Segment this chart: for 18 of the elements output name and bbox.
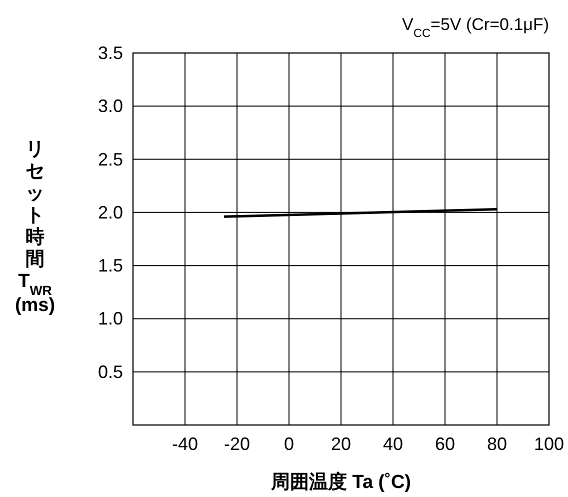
chart-title: V$_{CC}$=5V (Cr=0.1μF) bbox=[402, 15, 549, 40]
y-tick-label: 2.0 bbox=[98, 202, 123, 222]
x-tick-label: -20 bbox=[224, 434, 250, 454]
y-tick-label: 2.5 bbox=[98, 149, 123, 170]
y-tick-label: 1.5 bbox=[98, 256, 123, 276]
x-tick-label: 40 bbox=[382, 434, 404, 454]
y-tick-label: 3.5 bbox=[98, 43, 123, 63]
x-tick-label: 0 bbox=[284, 434, 294, 454]
x-tick-label: 80 bbox=[486, 434, 508, 454]
x-tick-label: 60 bbox=[434, 434, 456, 454]
y-tick-label: 3.0 bbox=[98, 96, 123, 116]
x-tick-label: 100 bbox=[534, 434, 564, 454]
y-tick-label: 1.0 bbox=[98, 308, 123, 329]
x-axis-title: 周囲温度 Ta (˚C) bbox=[270, 471, 412, 493]
y-tick-label: 0.5 bbox=[98, 362, 123, 382]
x-tick-label: -40 bbox=[172, 434, 198, 454]
text: リセット時間 T$_{WR}$ (ms) bbox=[14, 139, 56, 316]
x-tick-label: 20 bbox=[330, 434, 352, 454]
